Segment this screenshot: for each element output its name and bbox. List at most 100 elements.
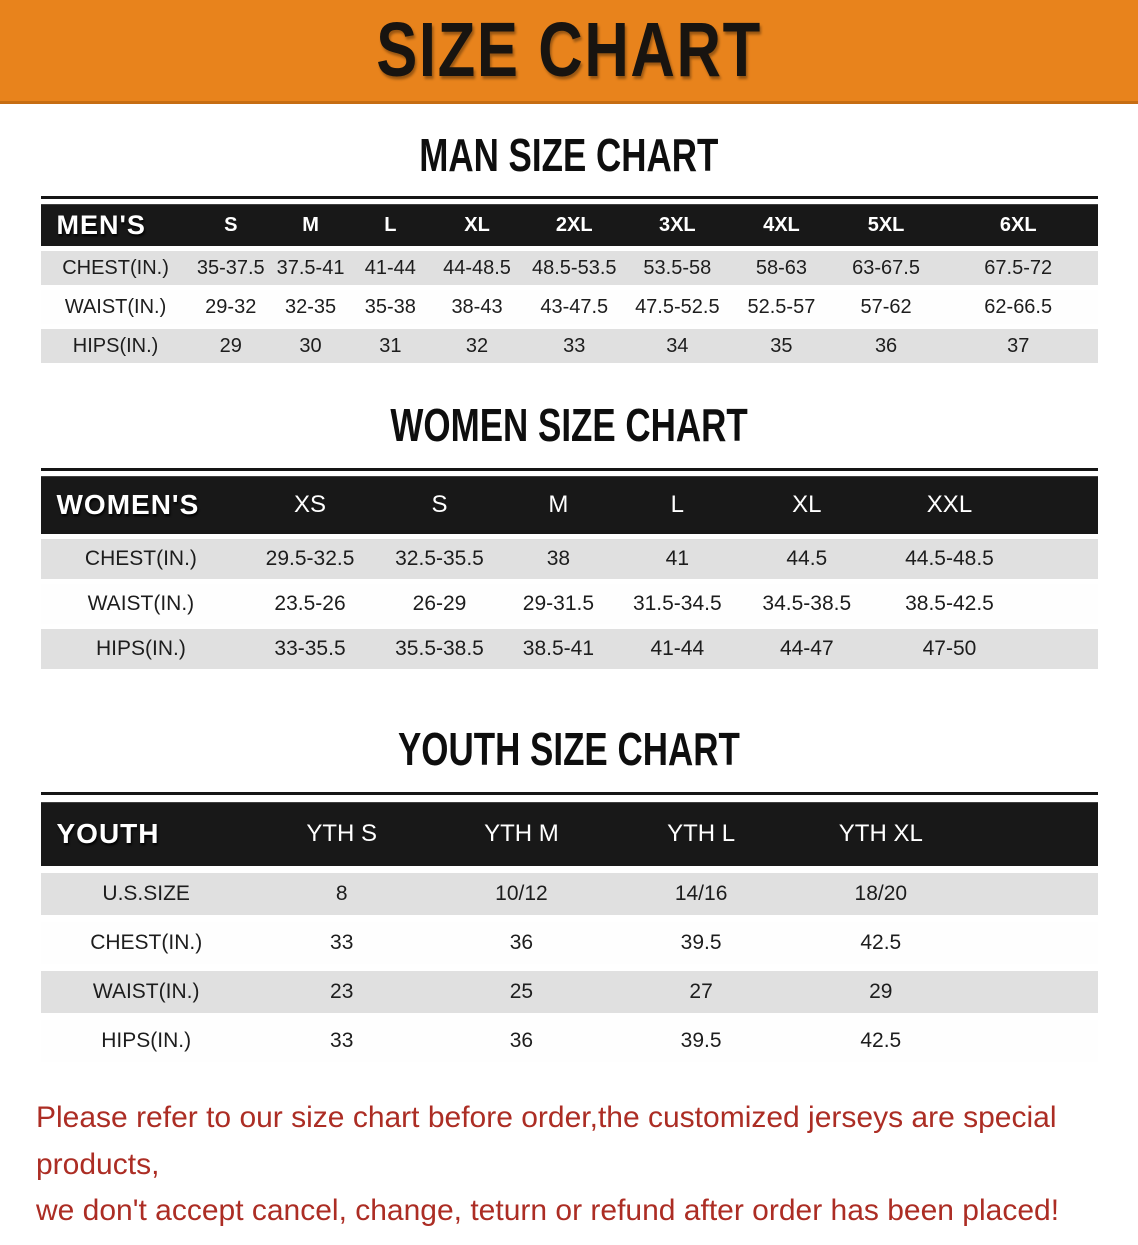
- spacer-cell: [1023, 539, 1098, 579]
- measure-row: WAIST(IN.) 23 25 27 29: [40, 971, 1098, 1013]
- size-column-header: M: [270, 204, 351, 246]
- size-value-cell: 42.5: [790, 1020, 971, 1062]
- size-column-header: 3XL: [625, 204, 730, 246]
- size-column-header: M: [500, 476, 617, 534]
- youth-heading-wrap: YOUTH SIZE CHART: [0, 722, 1138, 776]
- size-value-cell: 67.5-72: [938, 251, 1098, 285]
- size-value-cell: 18/20: [790, 873, 971, 915]
- measure-row-label: HIPS(IN.): [40, 329, 191, 363]
- size-value-cell: 36: [833, 329, 939, 363]
- size-column-header: S: [190, 204, 271, 246]
- measure-row-label: CHEST(IN.): [40, 922, 252, 964]
- size-value-cell: 63-67.5: [833, 251, 939, 285]
- size-column-header: YTH M: [431, 802, 612, 866]
- size-value-cell: 57-62: [833, 290, 939, 324]
- measure-row: HIPS(IN.) 29 30 31 32 33 34 35 36 37: [40, 329, 1098, 363]
- size-value-cell: 62-66.5: [938, 290, 1098, 324]
- size-value-cell: 33-35.5: [241, 629, 379, 669]
- table-title-cell: YOUTH: [40, 802, 252, 866]
- size-value-cell: 39.5: [611, 1020, 791, 1062]
- table-header-row: MEN'S S M L XL 2XL 3XL 4XL 5XL 6XL: [40, 204, 1098, 246]
- size-column-header: YTH S: [251, 802, 432, 866]
- men-size-table: MEN'S S M L XL 2XL 3XL 4XL 5XL 6XL CHEST(IN.) 35-37…: [40, 196, 1098, 368]
- size-column-header: XXL: [875, 476, 1024, 534]
- women-section-heading: WOMEN SIZE CHART: [390, 399, 748, 451]
- measure-row: CHEST(IN.) 29.5-32.5 32.5-35.5 38 41 44.5 44.5…: [40, 539, 1098, 579]
- size-value-cell: 23: [251, 971, 432, 1013]
- size-value-cell: 29.5-32.5: [241, 539, 379, 579]
- size-value-cell: 38: [500, 539, 617, 579]
- size-value-cell: 35: [729, 329, 834, 363]
- size-column-header: XL: [430, 204, 524, 246]
- size-value-cell: 37: [938, 329, 1098, 363]
- size-value-cell: 44.5: [738, 539, 876, 579]
- size-value-cell: 32.5-35.5: [378, 539, 501, 579]
- size-value-cell: 25: [431, 971, 612, 1013]
- measure-row-label: U.S.SIZE: [40, 873, 252, 915]
- size-value-cell: 48.5-53.5: [523, 251, 625, 285]
- size-value-cell: 33: [251, 1020, 432, 1062]
- measure-row: WAIST(IN.) 29-32 32-35 35-38 38-43 43-47.5 47.…: [40, 290, 1098, 324]
- size-value-cell: 47.5-52.5: [625, 290, 730, 324]
- size-value-cell: 35-38: [350, 290, 431, 324]
- spacer-cell: [970, 1020, 1098, 1062]
- size-value-cell: 31: [350, 329, 431, 363]
- size-column-header: 5XL: [833, 204, 939, 246]
- measure-row: HIPS(IN.) 33 36 39.5 42.5: [40, 1020, 1098, 1062]
- table-header-row: YOUTH YTH S YTH M YTH L YTH XL: [40, 802, 1098, 866]
- size-value-cell: 41-44: [616, 629, 739, 669]
- size-value-cell: 41: [616, 539, 739, 579]
- size-value-cell: 35-37.5: [190, 251, 271, 285]
- size-value-cell: 44-47: [738, 629, 876, 669]
- disclaimer-notice: Please refer to our size chart before or…: [0, 1095, 1138, 1245]
- measure-row: HIPS(IN.) 33-35.5 35.5-38.5 38.5-41 41-44 44-…: [40, 629, 1098, 669]
- size-value-cell: 8: [251, 873, 432, 915]
- size-value-cell: 32: [430, 329, 524, 363]
- size-column-header: 4XL: [729, 204, 834, 246]
- disclaimer-line-2: we don't accept cancel, change, teturn o…: [36, 1194, 1060, 1227]
- orange-banner: SIZE CHART: [0, 0, 1138, 104]
- disclaimer-line-1: Please refer to our size chart before or…: [36, 1101, 1057, 1181]
- size-value-cell: 47-50: [875, 629, 1024, 669]
- size-value-cell: 29: [190, 329, 271, 363]
- section-women: WOMEN SIZE CHART WOMEN'S XS S M L XL XXL CHEST(…: [0, 398, 1138, 674]
- table-title-cell: MEN'S: [40, 204, 191, 246]
- spacer-cell: [970, 922, 1098, 964]
- size-value-cell: 14/16: [611, 873, 791, 915]
- size-value-cell: 43-47.5: [523, 290, 625, 324]
- size-value-cell: 27: [611, 971, 791, 1013]
- measure-row-label: WAIST(IN.): [40, 584, 242, 624]
- size-value-cell: 44-48.5: [430, 251, 524, 285]
- measure-row-label: HIPS(IN.): [40, 1020, 252, 1062]
- measure-row-label: WAIST(IN.): [40, 971, 252, 1013]
- men-section-heading: MAN SIZE CHART: [419, 129, 719, 181]
- size-value-cell: 36: [431, 922, 612, 964]
- size-value-cell: 52.5-57: [729, 290, 834, 324]
- size-value-cell: 35.5-38.5: [378, 629, 501, 669]
- size-value-cell: 37.5-41: [270, 251, 351, 285]
- size-column-header: L: [350, 204, 431, 246]
- size-value-cell: 44.5-48.5: [875, 539, 1024, 579]
- size-value-cell: 34: [625, 329, 730, 363]
- size-value-cell: 33: [523, 329, 625, 363]
- size-value-cell: 38.5-41: [500, 629, 617, 669]
- size-value-cell: 29-32: [190, 290, 271, 324]
- size-value-cell: 41-44: [350, 251, 431, 285]
- size-column-header: L: [616, 476, 739, 534]
- size-value-cell: 31.5-34.5: [616, 584, 739, 624]
- spacer-cell: [1023, 476, 1098, 534]
- section-men: MAN SIZE CHART MEN'S S M L XL 2XL 3XL 4XL 5XL 6XL…: [0, 128, 1138, 368]
- size-value-cell: 38-43: [430, 290, 524, 324]
- size-value-cell: 38.5-42.5: [875, 584, 1024, 624]
- size-column-header: 6XL: [938, 204, 1098, 246]
- men-heading-wrap: MAN SIZE CHART: [0, 128, 1138, 182]
- measure-row: CHEST(IN.) 33 36 39.5 42.5: [40, 922, 1098, 964]
- spacer-cell: [970, 971, 1098, 1013]
- measure-row-label: CHEST(IN.): [40, 251, 191, 285]
- women-heading-wrap: WOMEN SIZE CHART: [0, 398, 1138, 452]
- page-title: SIZE CHART: [376, 7, 762, 93]
- youth-size-table: YOUTH YTH S YTH M YTH L YTH XL U.S.SIZE 8 10/12…: [40, 792, 1098, 1069]
- size-value-cell: 53.5-58: [625, 251, 730, 285]
- table-header-row: WOMEN'S XS S M L XL XXL: [40, 476, 1098, 534]
- spacer-cell: [1023, 584, 1098, 624]
